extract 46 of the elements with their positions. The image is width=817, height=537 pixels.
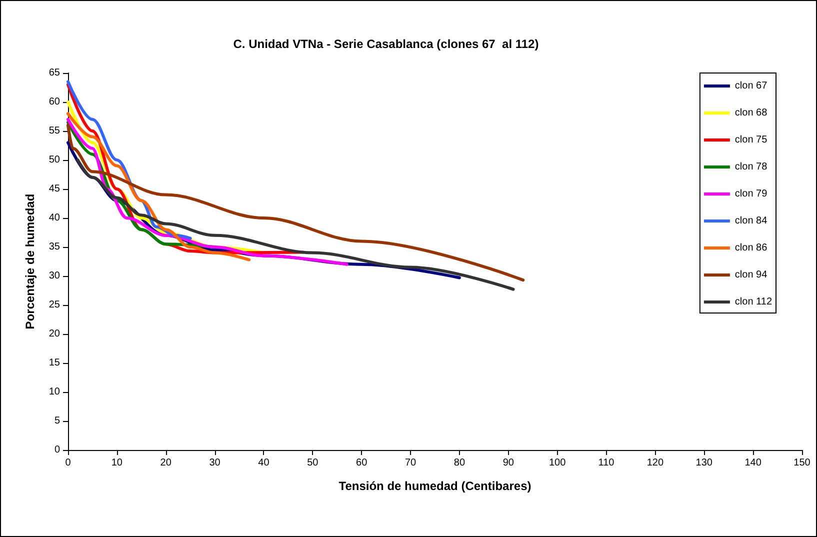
x-tick-label: 10 <box>111 458 123 468</box>
x-tick-label: 70 <box>404 458 417 468</box>
y-tick-label: 45 <box>48 184 60 194</box>
legend-label: clon 68 <box>734 108 768 118</box>
x-tick-label: 130 <box>696 458 713 468</box>
x-tick-label: 120 <box>646 458 664 468</box>
x-tick-label: 50 <box>307 458 319 468</box>
y-tick-label: 5 <box>54 416 60 426</box>
x-tick-label: 90 <box>502 458 514 468</box>
y-tick-label: 30 <box>48 270 60 282</box>
legend-label: clon 75 <box>734 134 768 146</box>
y-tick-label: 10 <box>48 386 60 398</box>
line-series <box>66 124 525 282</box>
y-tick-label: 65 <box>48 68 60 78</box>
legend-label: clon 94 <box>734 270 768 280</box>
chart-title: C. Unidad VTNa - Serie Casablanca (clones 67 al 112) <box>233 37 539 51</box>
x-tick-label: 80 <box>454 458 466 468</box>
legend-label: clon 78 <box>734 162 768 172</box>
x-axis-title: Tensión de humedad (Centibares) <box>338 479 532 493</box>
legend-label: clon 112 <box>734 296 772 308</box>
y-tick-label: 60 <box>48 96 60 108</box>
y-tick-label: 25 <box>48 300 60 310</box>
legend-label: clon 67 <box>734 80 768 92</box>
y-tick-label: 50 <box>48 154 60 166</box>
y-tick-label: 15 <box>48 358 60 368</box>
y-tick-label: 55 <box>48 126 60 136</box>
y-tick-label: 20 <box>48 328 60 340</box>
y-tick-label: 40 <box>48 212 60 224</box>
x-tick-label: 150 <box>794 458 811 468</box>
x-tick-label: 100 <box>548 458 566 468</box>
x-tick-label: 0 <box>65 458 72 468</box>
x-tick-label: 110 <box>598 458 615 468</box>
line-series <box>66 112 251 262</box>
x-tick-label: 30 <box>209 458 221 468</box>
y-tick-label: 0 <box>54 444 60 456</box>
line-series <box>76 158 515 291</box>
line-series <box>66 118 348 266</box>
x-tick-label: 60 <box>356 458 368 468</box>
x-tick-label: 20 <box>160 458 172 468</box>
y-tick-label: 35 <box>48 242 60 252</box>
legend-label: clon 86 <box>734 242 768 254</box>
x-tick-label: 140 <box>744 458 762 468</box>
x-tick-label: 40 <box>258 458 270 468</box>
y-axis-title: Porcentaje de humedad <box>23 194 37 330</box>
legend-label: clon 79 <box>734 188 768 200</box>
legend-label: clon 84 <box>734 216 768 226</box>
